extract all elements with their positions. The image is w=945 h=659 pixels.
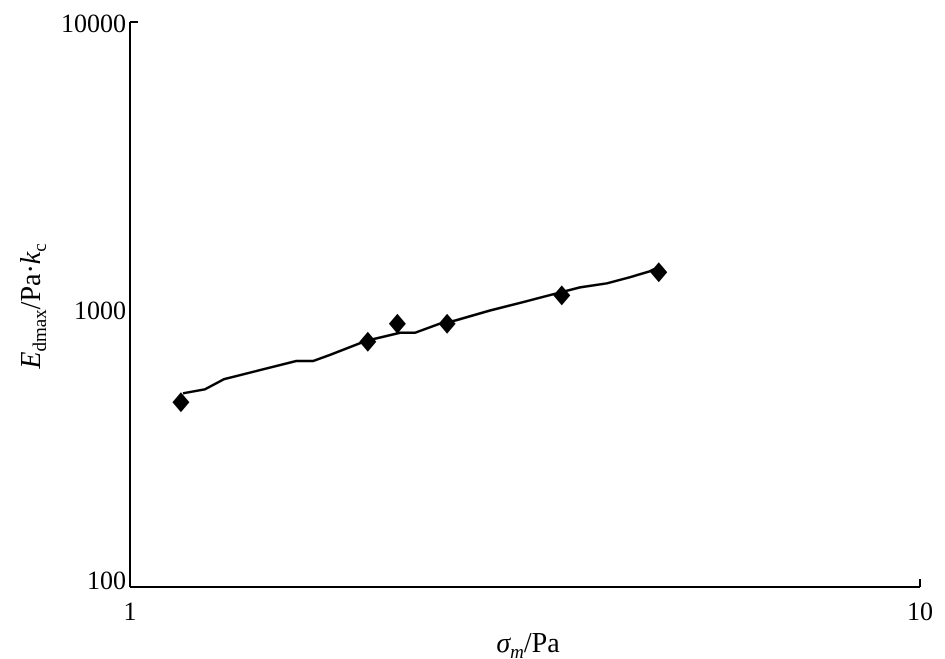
y-tick-label-1000: 1000: [74, 296, 126, 325]
x-tick-label-10: 10: [907, 597, 933, 626]
y-tick-label-10000: 10000: [61, 9, 126, 38]
data-point: [650, 262, 668, 283]
data-point: [172, 392, 190, 413]
x-axis-label: σm/Pa: [496, 628, 560, 659]
plot-area: [172, 262, 668, 413]
x-tick-label-1: 1: [124, 597, 137, 626]
data-point: [388, 313, 406, 334]
data-point: [359, 331, 377, 352]
y-tick-label-100: 100: [87, 566, 126, 595]
data-point: [438, 313, 456, 334]
y-axis-label: Edmax/Pa·kc: [16, 243, 51, 369]
fit-line: [182, 264, 661, 395]
data-point: [553, 285, 571, 306]
